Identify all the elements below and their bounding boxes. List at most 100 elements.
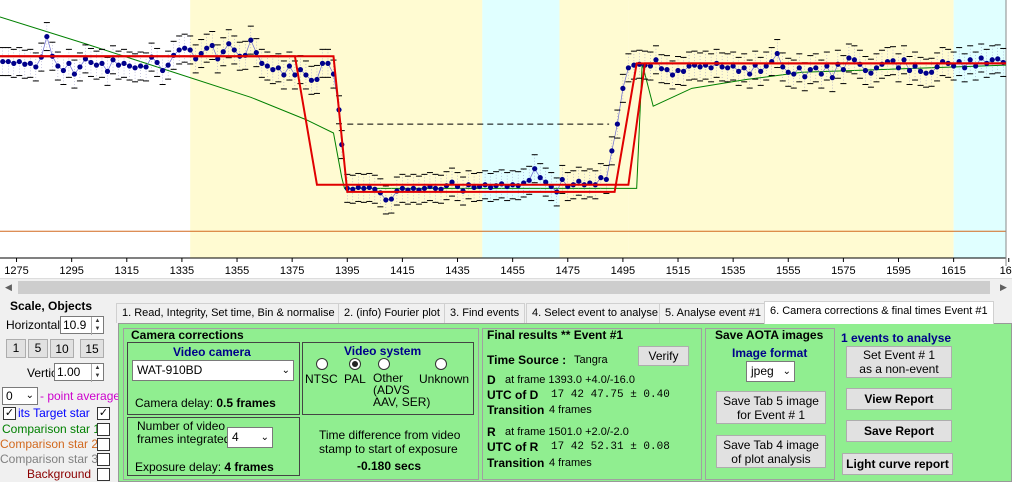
data-point <box>906 67 913 74</box>
ntsc-radio[interactable] <box>316 358 328 370</box>
data-point <box>928 69 935 75</box>
light-curve-report-button[interactable]: Light curve report <box>842 453 953 475</box>
model-fit-line-envelope <box>0 55 1006 186</box>
vertical-spin-icon[interactable]: ▲ ▼ <box>91 364 103 382</box>
data-point <box>137 63 144 69</box>
data-point <box>978 55 984 61</box>
data-point <box>868 70 874 76</box>
comparison-star-3-checkbox[interactable] <box>97 453 110 466</box>
verify-button[interactable]: Verify <box>638 346 689 366</box>
scale-button-10[interactable]: 10 <box>50 339 74 358</box>
pal-radio[interactable] <box>349 358 361 370</box>
comparison-star-1-checkbox[interactable] <box>97 423 110 436</box>
image-format-select[interactable]: jpeg ⌄ <box>746 361 795 382</box>
time-source-value: Tangra <box>574 354 608 366</box>
data-point <box>962 65 968 71</box>
save-tab4-image-button[interactable]: Save Tab 4 image of plot analysis <box>716 435 826 468</box>
data-point <box>297 67 304 73</box>
data-point <box>383 197 389 203</box>
background-checkbox[interactable] <box>97 468 110 481</box>
data-point <box>319 60 326 66</box>
camera-delay-value: 0.5 frames <box>216 396 276 410</box>
unknown-radio[interactable] <box>435 358 447 370</box>
data-point <box>99 60 105 66</box>
scrollbar-thumb[interactable] <box>18 281 990 294</box>
other-radio[interactable] <box>378 358 390 370</box>
data-point <box>543 179 549 185</box>
comparison-star-2-checkbox[interactable] <box>97 438 110 451</box>
target-left-checkbox[interactable]: ✓ <box>3 407 16 420</box>
set-event-non-event-button[interactable]: Set Event # 1 as a non-event <box>846 346 952 378</box>
data-point <box>973 63 979 69</box>
save-tab4-line-2: of plot analysis <box>731 451 811 466</box>
time-source-label: Time Source : <box>487 353 567 367</box>
vertical-scale-input[interactable]: 1.00 ▲ ▼ <box>54 363 104 382</box>
set-event-line-2: as a non-event <box>859 362 939 376</box>
x-tick-label: 1435 <box>445 265 469 277</box>
data-point <box>143 64 149 70</box>
events-to-analyse-title: 1 events to analyse <box>841 331 952 345</box>
plot-band <box>190 0 483 258</box>
scroll-left-icon[interactable]: ◀ <box>5 282 12 292</box>
tab-select-event[interactable]: 4. Select event to analyse <box>526 303 664 323</box>
r-transition-label: Transition <box>487 456 545 470</box>
frames-integrated-select[interactable]: 4 ⌄ <box>227 427 273 448</box>
tab-read-integrity[interactable]: 1. Read, Integrity, Set time, Bin & norm… <box>116 303 341 323</box>
camera-model-select[interactable]: WAT-910BD ⌄ <box>132 360 294 381</box>
data-point <box>912 63 918 69</box>
data-point <box>22 61 28 67</box>
x-tick-label: 1355 <box>225 265 249 277</box>
plot-horizontal-scrollbar[interactable]: ◀ ▶ <box>0 278 1012 295</box>
view-report-button[interactable]: View Report <box>846 388 952 410</box>
data-point <box>286 63 292 69</box>
scale-button-15[interactable]: 15 <box>80 339 104 358</box>
data-point <box>160 67 166 74</box>
data-point <box>154 59 160 66</box>
unknown-label: Unknown <box>419 372 470 386</box>
data-point <box>532 166 538 172</box>
tab-analyse-event[interactable]: 5. Analyse event #1 <box>659 303 768 323</box>
horizontal-scale-input[interactable]: 10.9 ▲ ▼ <box>60 316 104 335</box>
data-point <box>791 71 797 77</box>
plot-band <box>953 0 1006 258</box>
tab-fourier-plot[interactable]: 2. (info) Fourier plot <box>338 303 446 323</box>
horizontal-spin-icon[interactable]: ▲ ▼ <box>91 317 103 335</box>
point-average-select[interactable]: 0 ⌄ <box>2 387 38 405</box>
other-note-aav-ser: AAV, SER) <box>373 395 431 409</box>
scale-button-1[interactable]: 1 <box>6 339 26 358</box>
plot-band <box>482 0 560 258</box>
data-point <box>829 75 835 81</box>
x-tick-label: 1495 <box>611 265 635 277</box>
video-camera-title: Video camera <box>173 345 251 359</box>
data-point <box>923 70 929 76</box>
scale-button-5[interactable]: 5 <box>28 339 48 358</box>
comparison-star-3-label: Comparison star 3 <box>0 452 99 466</box>
data-point <box>763 63 769 69</box>
tab-camera-corrections[interactable]: 6. Camera corrections & final times Even… <box>764 301 994 324</box>
data-point <box>5 58 11 65</box>
data-point <box>725 65 731 71</box>
d-frame-text: at frame 1393.0 +4.0/-16.0 <box>505 374 635 386</box>
data-point <box>355 184 361 191</box>
plot-canvas[interactable]: 1275 1295 1315 1335 1355 1375 1395 1415 1435 1455… <box>0 0 1012 278</box>
pal-label: PAL <box>344 372 366 386</box>
data-point <box>449 179 455 185</box>
light-curve-plot[interactable]: 1275 1295 1315 1335 1355 1375 1395 1415 1435 1455… <box>0 0 1012 278</box>
data-point <box>747 71 753 77</box>
data-point <box>609 148 615 154</box>
data-point <box>989 57 995 63</box>
save-tab5-image-button[interactable]: Save Tab 5 image for Event # 1 <box>716 391 826 424</box>
data-point <box>796 65 802 71</box>
target-star-checkbox[interactable]: ✓ <box>97 407 110 420</box>
data-point <box>231 47 237 53</box>
final-results-title: Final results ** Event #1 <box>487 328 624 342</box>
tab-find-events[interactable]: 3. Find events <box>444 303 526 323</box>
data-point <box>603 176 609 183</box>
data-point <box>66 60 72 66</box>
scroll-right-icon[interactable]: ▶ <box>1000 282 1007 292</box>
data-point <box>325 60 331 66</box>
save-report-button[interactable]: Save Report <box>846 420 952 442</box>
time-diff-line-1: Time difference from video <box>319 428 461 442</box>
data-point <box>182 45 188 51</box>
data-point <box>71 71 78 77</box>
